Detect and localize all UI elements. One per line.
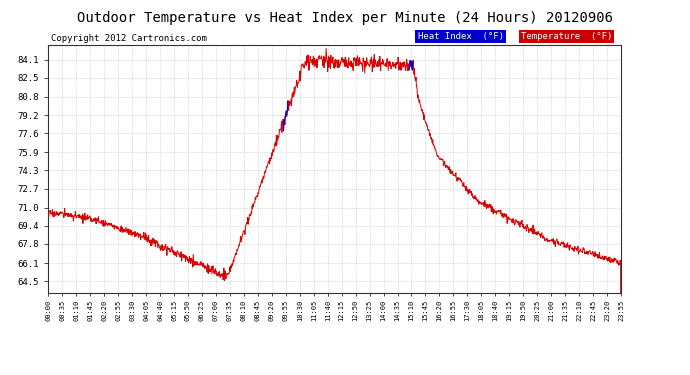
Text: Copyright 2012 Cartronics.com: Copyright 2012 Cartronics.com <box>51 33 207 42</box>
Text: Temperature  (°F): Temperature (°F) <box>521 32 612 41</box>
Text: Outdoor Temperature vs Heat Index per Minute (24 Hours) 20120906: Outdoor Temperature vs Heat Index per Mi… <box>77 11 613 25</box>
Text: Heat Index  (°F): Heat Index (°F) <box>417 32 504 41</box>
